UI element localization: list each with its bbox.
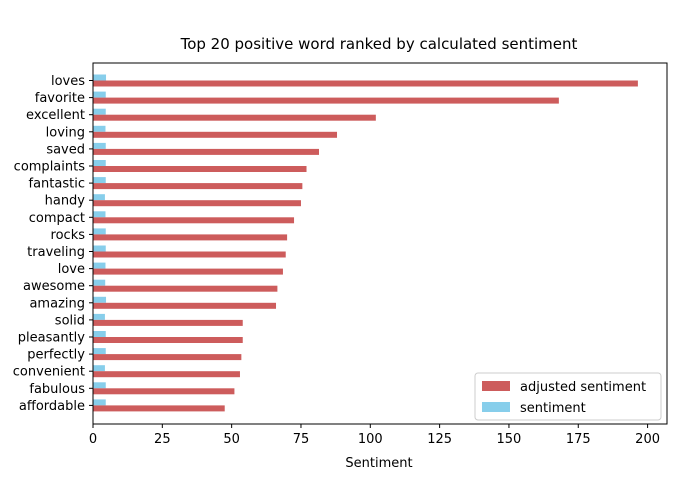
x-tick-label: 100 (358, 432, 383, 447)
bar-adjusted-sentiment (93, 114, 376, 121)
y-tick-label: compact (29, 211, 85, 226)
y-tick-label: loves (51, 74, 85, 89)
y-tick-label: complaints (14, 160, 86, 175)
bar-sentiment (93, 399, 106, 406)
bar-sentiment (93, 348, 106, 355)
y-tick-label: traveling (27, 245, 85, 260)
bar-sentiment (93, 91, 106, 98)
bar-sentiment (93, 279, 106, 286)
bar-sentiment (93, 108, 106, 115)
bar-adjusted-sentiment (93, 388, 235, 395)
bar-adjusted-sentiment (93, 234, 288, 241)
x-tick-label: 75 (293, 432, 310, 447)
legend-box (474, 372, 662, 421)
bar-sentiment (93, 125, 106, 132)
y-tick-label: fabulous (29, 382, 85, 397)
y-tick-label: loving (46, 125, 85, 140)
x-tick-label: 25 (154, 432, 171, 447)
y-tick-label: fantastic (29, 177, 85, 192)
bar-adjusted-sentiment (93, 337, 243, 343)
x-axis-label: Sentiment (345, 456, 412, 471)
legend-swatch-sentiment (482, 402, 510, 412)
bar-sentiment (93, 211, 106, 218)
bar-sentiment (93, 245, 106, 252)
y-tick-label: convenient (13, 365, 85, 380)
bar-sentiment (93, 228, 106, 235)
bar-adjusted-sentiment (93, 319, 243, 326)
y-tick-label: rocks (51, 228, 86, 243)
bar-adjusted-sentiment (93, 97, 559, 104)
bar-adjusted-sentiment (93, 200, 301, 207)
bar-adjusted-sentiment (93, 251, 286, 258)
bar-adjusted-sentiment (93, 371, 240, 378)
bar-sentiment (93, 313, 105, 320)
bar-sentiment (93, 331, 106, 337)
bar-adjusted-sentiment (93, 405, 225, 412)
bar-sentiment (93, 177, 106, 184)
bar-sentiment (93, 365, 105, 372)
y-tick-label: affordable (19, 399, 85, 414)
bar-adjusted-sentiment (93, 131, 338, 138)
bar-sentiment (93, 142, 106, 149)
legend-label-sentiment: sentiment (520, 401, 586, 416)
bar-adjusted-sentiment (93, 183, 303, 190)
x-tick-label: 150 (497, 432, 522, 447)
x-tick-label: 50 (223, 432, 240, 447)
bar-sentiment (93, 194, 105, 201)
bar-sentiment (93, 382, 106, 389)
bar-sentiment (93, 160, 106, 166)
bar-adjusted-sentiment (93, 80, 638, 87)
bar-adjusted-sentiment (93, 217, 295, 224)
x-axis-ticks: 0 25 50 75 100 125 150 175 200 (89, 424, 660, 447)
y-tick-label: pleasantly (18, 331, 86, 346)
chart-title: Top 20 positive word ranked by calculate… (180, 35, 578, 53)
y-tick-label: favorite (35, 91, 85, 106)
bar-adjusted-sentiment (93, 148, 319, 155)
bar-sentiment (93, 296, 107, 303)
bar-adjusted-sentiment (93, 285, 278, 292)
y-tick-label: solid (55, 313, 85, 328)
bar-adjusted-sentiment (93, 166, 307, 172)
legend-swatch-adjusted-sentiment (482, 381, 510, 391)
y-tick-label: handy (45, 194, 86, 209)
bar-sentiment (93, 262, 106, 269)
x-tick-label: 0 (89, 432, 97, 447)
x-tick-label: 200 (635, 432, 660, 447)
y-tick-label: perfectly (27, 348, 85, 363)
y-tick-label: amazing (29, 296, 85, 311)
bar-adjusted-sentiment (93, 268, 283, 275)
legend-label-adjusted-sentiment: adjusted sentiment (520, 380, 646, 395)
y-tick-label: love (58, 262, 85, 277)
x-tick-label: 175 (566, 432, 591, 447)
bars-group (93, 74, 638, 412)
x-tick-label: 125 (427, 432, 452, 447)
y-tick-label: excellent (26, 108, 85, 123)
plot-frame (92, 62, 668, 425)
bar-sentiment (93, 74, 107, 81)
bar-adjusted-sentiment (93, 302, 277, 309)
y-tick-label: awesome (23, 279, 85, 294)
y-axis-ticks: loves favorite excellent loving saved complai… (13, 74, 93, 414)
y-tick-label: saved (46, 142, 85, 157)
legend: adjusted sentiment sentiment (474, 372, 662, 421)
bar-adjusted-sentiment (93, 354, 242, 361)
